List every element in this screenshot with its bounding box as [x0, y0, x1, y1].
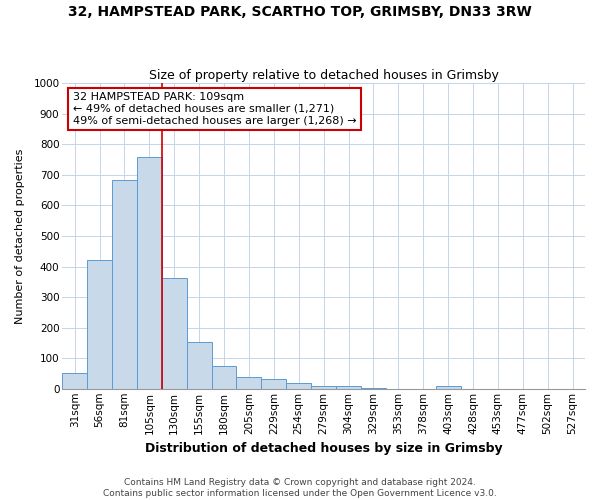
Text: 32 HAMPSTEAD PARK: 109sqm
← 49% of detached houses are smaller (1,271)
49% of se: 32 HAMPSTEAD PARK: 109sqm ← 49% of detac… [73, 92, 356, 126]
X-axis label: Distribution of detached houses by size in Grimsby: Distribution of detached houses by size … [145, 442, 502, 455]
Y-axis label: Number of detached properties: Number of detached properties [15, 148, 25, 324]
Text: 32, HAMPSTEAD PARK, SCARTHO TOP, GRIMSBY, DN33 3RW: 32, HAMPSTEAD PARK, SCARTHO TOP, GRIMSBY… [68, 5, 532, 19]
Bar [212, 366, 236, 389]
Bar [286, 384, 311, 389]
Bar [187, 342, 212, 389]
Bar [262, 379, 286, 389]
Bar [112, 180, 137, 389]
Bar [137, 158, 162, 389]
Bar [87, 260, 112, 389]
Bar [62, 373, 87, 389]
Bar [162, 278, 187, 389]
Bar [436, 386, 461, 389]
Text: Contains HM Land Registry data © Crown copyright and database right 2024.
Contai: Contains HM Land Registry data © Crown c… [103, 478, 497, 498]
Bar [236, 376, 262, 389]
Bar [311, 386, 336, 389]
Bar [336, 386, 361, 389]
Title: Size of property relative to detached houses in Grimsby: Size of property relative to detached ho… [149, 69, 499, 82]
